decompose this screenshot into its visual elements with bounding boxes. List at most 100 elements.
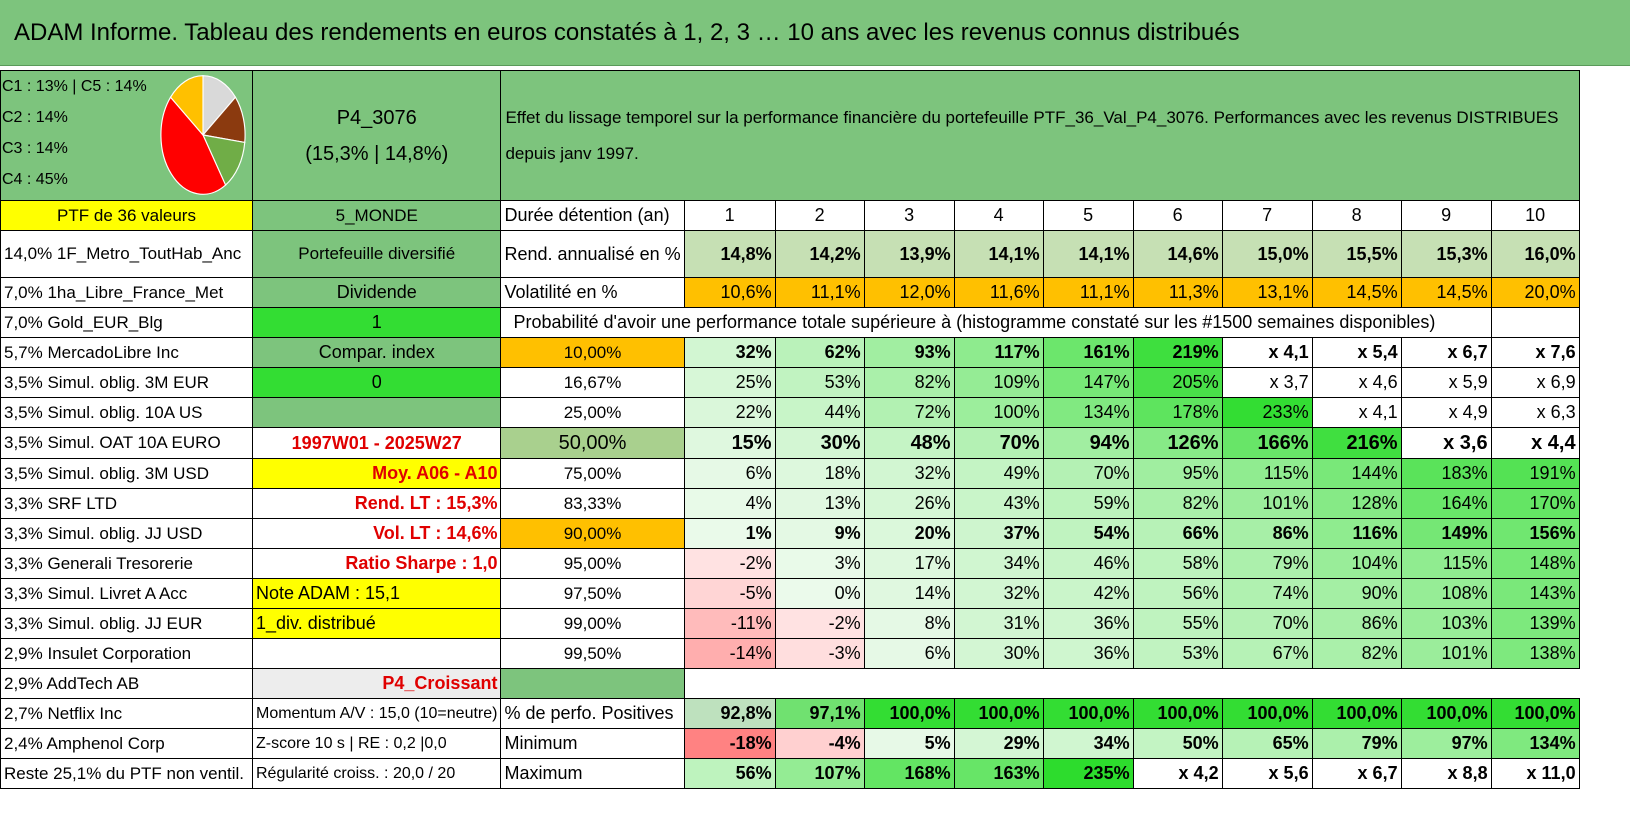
performance-value: 36% [1042,608,1134,639]
performance-value: 3% [774,548,865,579]
performance-value: x 6,3 [1490,397,1580,428]
performance-value: 139% [1490,608,1580,639]
volatility-value: 13,1% [1221,277,1313,308]
year-header: 5 [1042,200,1134,231]
performance-value: 156% [1490,518,1580,549]
performance-value: x 4,9 [1400,397,1492,428]
performance-value: 116% [1311,518,1402,549]
asset-name: 3,5% Simul. oblig. 3M EUR [0,367,253,398]
pie-legend: C1 : 13% | C5 : 14% C2 : 14% C3 : 14% C4… [2,72,147,196]
performance-value: 104% [1311,548,1402,579]
pie-slice [160,96,227,195]
probability-threshold: 75,00% [500,458,685,489]
legend-item: C4 : 45% [2,171,68,188]
year-header: 6 [1132,200,1223,231]
legend-item: C3 : 14% [2,140,68,157]
performance-value: 103% [1400,608,1492,639]
probability-threshold: 90,00% [500,518,685,549]
ptf-count: PTF de 36 valeurs [0,200,253,231]
performance-value: 42% [1042,578,1134,609]
year-header: 4 [953,200,1044,231]
performance-value: 59% [1042,488,1134,519]
stat-value: 100,0% [1221,698,1313,729]
empty-cell [683,668,1580,699]
annual-return: 14,6% [1132,230,1223,278]
performance-value: 128% [1311,488,1402,519]
performance-value: 53% [774,367,865,398]
performance-value: 26% [863,488,955,519]
performance-value: 82% [863,367,955,398]
portfolio-id-cell: P4_3076 (15,3% | 14,8%) [251,70,502,201]
report-title: ADAM Informe. Tableau des rendements en … [0,0,1630,66]
performance-value: 138% [1490,638,1580,669]
performance-value: 55% [1132,608,1223,639]
probability-threshold: 97,50% [500,578,685,609]
year-header: 2 [774,200,865,231]
description: Effet du lissage temporel sur la perform… [500,70,1580,201]
performance-value: 216% [1311,427,1402,459]
performance-value: 205% [1132,367,1223,398]
performance-value: 93% [863,337,955,368]
performance-value: 100% [953,397,1044,428]
performance-value: 36% [1042,638,1134,669]
stat-value: x 6,7 [1311,758,1402,789]
indicator-label: Régularité croiss. : 20,0 / 20 [251,758,502,789]
legend-item: C2 : 14% [2,109,68,126]
stat-value: 50% [1132,728,1223,759]
year-header: 8 [1311,200,1402,231]
performance-value: x 5,4 [1311,337,1402,368]
stat-value: 134% [1490,728,1580,759]
performance-value: 219% [1132,337,1223,368]
performance-value: 58% [1132,548,1223,579]
annual-return: 14,2% [774,230,865,278]
stat-value: -4% [774,728,865,759]
asset-name: 3,3% SRF LTD [0,488,253,519]
average-label: Moy. A06 - A10 [251,458,502,489]
performance-value: 86% [1311,608,1402,639]
probability-threshold: 50,00% [500,427,685,459]
performance-value: 54% [1042,518,1134,549]
stat-value: x 4,2 [1132,758,1223,789]
stat-value: 5% [863,728,955,759]
empty-cell [500,668,685,699]
probability-threshold: 25,00% [500,397,685,428]
year-header: 10 [1490,200,1580,231]
asset-name: 3,3% Generali Tresorerie [0,548,253,579]
stat-value: 34% [1042,728,1134,759]
duration-label: Durée détention (an) [500,200,685,231]
performance-value: 17% [863,548,955,579]
stat-value: 100,0% [953,698,1044,729]
performance-value: 134% [1042,397,1134,428]
pie-slice [202,134,246,187]
performance-value: x 7,6 [1490,337,1580,368]
performance-value: x 6,7 [1400,337,1492,368]
performance-value: 183% [1400,458,1492,489]
performance-value: -11% [683,608,776,639]
performance-value: 147% [1042,367,1134,398]
indicator-label: Z-score 10 s | RE : 0,2 |0,0 [251,728,502,759]
volatility-value: 11,6% [953,277,1044,308]
zone-label: 5_MONDE [251,200,502,231]
performance-value: 14% [863,578,955,609]
performance-value: 115% [1221,458,1313,489]
asset-name: 2,9% AddTech AB [0,668,253,699]
performance-value: 161% [1042,337,1134,368]
stat-label: Minimum [500,728,685,759]
stat-value: x 11,0 [1490,758,1580,789]
volatility-value: 10,6% [683,277,776,308]
volatility-value: 14,5% [1311,277,1402,308]
stat-value: 92,8% [683,698,776,729]
performance-value: 4% [683,488,776,519]
compar-index-label: Compar. index [251,337,502,368]
distribution-note: 1_div. distribué [251,608,502,639]
volatility-value: 11,1% [1042,277,1134,308]
returns-table: C1 : 13% | C5 : 14% C2 : 14% C3 : 14% C4… [0,70,1580,789]
year-header: 9 [1400,200,1492,231]
performance-value: 34% [953,548,1044,579]
performance-value: 32% [953,578,1044,609]
asset-name: 3,5% Simul. oblig. 10A US [0,397,253,428]
performance-value: 0% [774,578,865,609]
flag-value: 1 [251,307,502,338]
annual-return: 13,9% [863,230,955,278]
info-empty [251,638,502,669]
